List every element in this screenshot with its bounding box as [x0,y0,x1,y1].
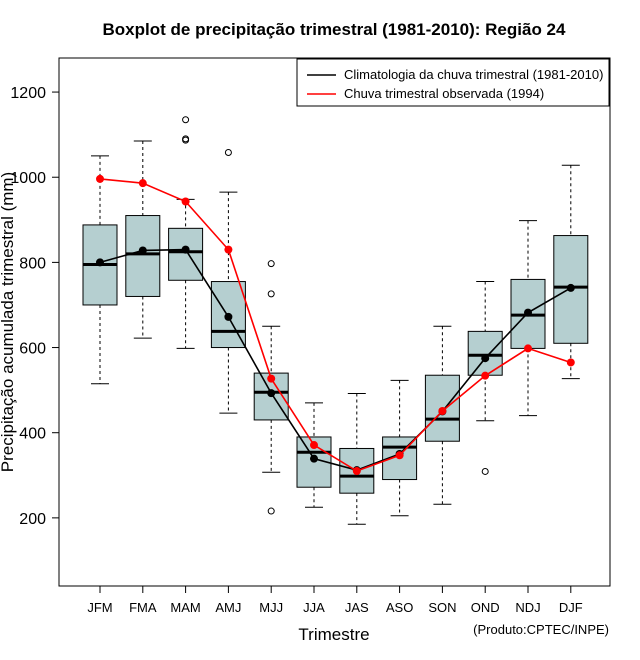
x-tick-label: OND [471,600,500,615]
box-amj [210,149,246,414]
box-ndj [510,220,546,417]
series-point-observed [524,344,532,353]
outlier-point [182,116,190,124]
series-point-climatology [138,246,147,255]
box-jas [339,393,375,525]
x-tick-label: MJJ [259,600,283,615]
series-point-climatology [481,354,490,363]
outlier-point [224,149,232,157]
series-point-observed [181,197,190,206]
series-point-observed [481,371,490,380]
x-axis: JFM FMA MAM AMJ MJJ JJA JAS ASO SON OND NDJ DJF [87,585,583,615]
box-aso [382,379,418,517]
chart-title: Boxplot de precipitação trimestral (1981… [103,20,566,39]
x-tick-label: SON [428,600,456,615]
series-point-climatology [96,258,104,267]
series-point-observed [310,441,318,450]
outlier-point [182,136,190,144]
series-point-climatology [224,312,233,321]
box-jfm [82,155,118,385]
y-tick-label: 800 [19,255,46,272]
series-point-observed [96,174,104,183]
x-axis-title: Trimestre [298,625,369,644]
x-tick-label: AMJ [215,600,241,615]
outlier-point [267,290,275,298]
x-tick-label: JFM [87,600,112,615]
series-point-observed [438,406,447,415]
series-point-observed [566,358,575,367]
series-point-observed [395,451,404,460]
boxes-layer [82,116,589,525]
box-mjj [253,260,289,515]
y-axis: 200 400 600 800 1000 1200 [10,85,60,528]
legend-label-observed: Chuva trimestral observada (1994) [344,86,544,101]
series-line-observed [99,178,572,472]
series-point-climatology [310,454,318,463]
box-mam [168,116,204,349]
series-point-observed [224,245,233,254]
series-point-observed [138,179,147,188]
y-tick-label: 1000 [10,170,46,187]
box-djf [553,164,589,380]
series-point-observed [352,467,361,476]
series-point-climatology [524,308,532,317]
legend-label-climatology: Climatologia da chuva trimestral (1981-2… [344,67,603,82]
series-layer [96,174,575,476]
x-tick-label: NDJ [515,600,540,615]
series-point-climatology [267,389,276,398]
x-tick-label: FMA [129,600,157,615]
x-tick-label: ASO [386,600,413,615]
x-tick-label: JAS [345,600,369,615]
x-tick-label: DJF [559,600,583,615]
legend: Climatologia da chuva trimestral (1981-2… [296,58,610,107]
series-point-observed [267,374,276,383]
x-tick-label: MAM [170,600,200,615]
series-point-climatology [181,245,190,254]
box-fma [125,140,161,339]
outlier-point [267,507,275,515]
outlier-point [481,467,489,475]
y-axis-title: Precipitação acumulada trimestral (mm) [0,172,17,472]
outlier-point [267,260,275,268]
y-tick-label: 400 [19,426,46,443]
series-point-climatology [566,283,575,292]
y-tick-label: 1200 [10,85,46,102]
x-tick-label: JJA [303,600,325,615]
series-line-climatology [99,248,572,472]
box-iqr [125,215,161,297]
box-iqr [168,227,204,281]
y-tick-label: 600 [19,341,46,358]
y-tick-label: 200 [19,511,46,528]
legend-box [296,58,610,107]
product-credit: (Produto:CPTEC/INPE) [473,622,609,637]
